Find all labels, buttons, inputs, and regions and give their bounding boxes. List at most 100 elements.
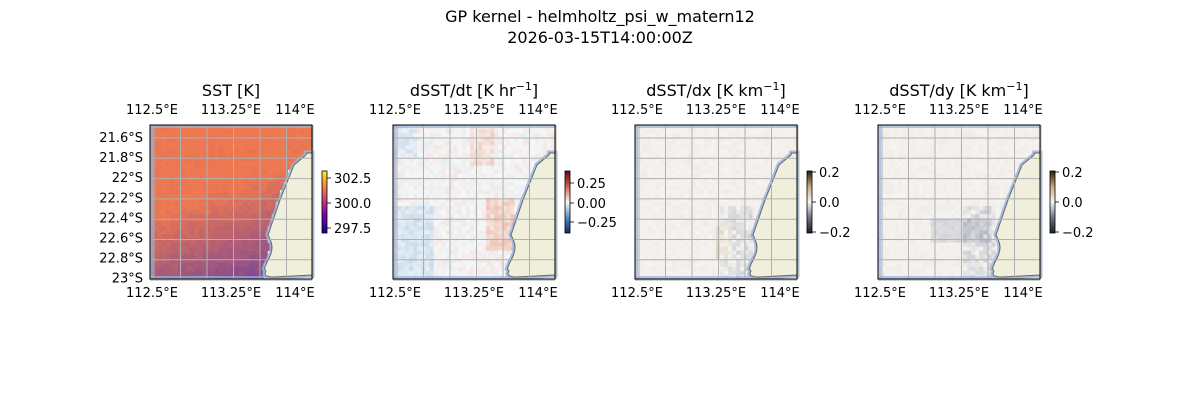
heatmap-cell (764, 129, 769, 134)
heatmap-cell (946, 258, 952, 264)
heatmap-cell (190, 169, 195, 174)
heatmap-cell (691, 189, 697, 195)
heatmap-cell (926, 197, 931, 203)
heatmap-cell (405, 153, 410, 158)
heatmap-cell (724, 137, 729, 142)
heatmap-cell (154, 193, 159, 199)
heatmap-cell (401, 258, 406, 264)
heatmap-cell (910, 129, 915, 134)
heatmap-cell (194, 258, 199, 264)
heatmap-cell (461, 157, 467, 162)
heatmap-cell (425, 250, 430, 255)
heatmap-cell (409, 169, 414, 174)
heatmap-cell (1007, 137, 1012, 142)
heatmap-cell (530, 141, 536, 146)
heatmap-cell (764, 137, 769, 142)
heatmap-cell (655, 177, 660, 183)
heatmap-cell (283, 133, 288, 138)
heatmap-cell (675, 250, 680, 255)
heatmap-cell (740, 189, 745, 195)
heatmap-cell (170, 202, 175, 207)
heatmap-cell (910, 161, 915, 166)
heatmap-cell (643, 177, 648, 183)
heatmap-cell (465, 210, 471, 215)
heatmap-cell (401, 250, 406, 255)
heatmap-cell (720, 234, 725, 239)
heatmap-cell (999, 181, 1004, 187)
heatmap-cell (1023, 133, 1029, 138)
heatmap-cell (930, 137, 935, 142)
heatmap-cell (206, 185, 212, 191)
heatmap-cell (502, 161, 507, 166)
heatmap-cell (979, 234, 984, 239)
heatmap-cell (534, 141, 540, 146)
heatmap-cell (494, 189, 499, 195)
heatmap-cell (748, 242, 753, 247)
heatmap-cell (482, 206, 487, 211)
heatmap-cell (486, 137, 491, 142)
heatmap-cell (417, 262, 422, 268)
heatmap-cell (890, 161, 895, 166)
heatmap-cell (938, 197, 944, 203)
heatmap-cell (478, 189, 483, 195)
heatmap-cell (934, 246, 940, 251)
heatmap-cell (235, 193, 240, 199)
heatmap-cell (930, 173, 935, 178)
heatmap-cell (975, 173, 980, 178)
heatmap-cell (510, 189, 515, 195)
heatmap-cell (728, 145, 733, 150)
heatmap-cell (683, 137, 688, 142)
heatmap-cell (987, 242, 992, 247)
heatmap-cell (683, 173, 688, 178)
heatmap-cell (239, 197, 244, 203)
heatmap-cell (259, 161, 264, 166)
heatmap-cell (170, 222, 175, 227)
heatmap-cell (975, 246, 980, 251)
heatmap-cell (983, 250, 988, 255)
heatmap-cell (251, 189, 256, 195)
heatmap-cell (882, 234, 887, 239)
heatmap-cell (437, 230, 442, 235)
heatmap-cell (214, 193, 220, 199)
heatmap-cell (522, 181, 527, 187)
heatmap-cell (720, 262, 725, 268)
heatmap-cell (174, 214, 179, 219)
heatmap-cell (720, 153, 725, 158)
heatmap-cell (186, 230, 191, 235)
heatmap-cell (194, 145, 199, 150)
heatmap-cell (695, 161, 701, 166)
heatmap-cell (675, 173, 680, 178)
heatmap-cell (263, 137, 268, 142)
heatmap-cell (441, 169, 446, 174)
heatmap-cell (711, 226, 717, 231)
heatmap-cell (251, 254, 256, 260)
heatmap-cell (744, 222, 749, 227)
heatmap-cell (243, 177, 248, 183)
heatmap-cell (679, 254, 684, 260)
heatmap-cell (295, 153, 301, 158)
heatmap-cell (914, 189, 919, 195)
heatmap-cell (983, 149, 988, 154)
heatmap-cell (453, 254, 459, 260)
heatmap-cell (267, 173, 272, 178)
heatmap-cell (979, 242, 984, 247)
heatmap-cell (999, 137, 1004, 142)
heatmap-cell (429, 133, 434, 138)
heatmap-cell (449, 246, 455, 251)
heatmap-cell (198, 169, 203, 174)
heatmap-cell (417, 238, 422, 243)
heatmap-cell (174, 173, 179, 178)
heatmap-cell (441, 165, 446, 170)
heatmap-cell (182, 226, 187, 231)
heatmap-cell (683, 226, 688, 231)
heatmap-cell (166, 254, 171, 260)
heatmap-cell (659, 133, 664, 138)
heatmap-cell (538, 129, 544, 134)
heatmap-cell (687, 137, 692, 142)
y-tick-label: 22.4°S (99, 211, 143, 226)
heatmap-cell (724, 230, 729, 235)
heatmap-cell (255, 214, 260, 219)
heatmap-cell (1003, 137, 1008, 142)
heatmap-cell (934, 254, 940, 260)
heatmap-cell (971, 141, 976, 146)
